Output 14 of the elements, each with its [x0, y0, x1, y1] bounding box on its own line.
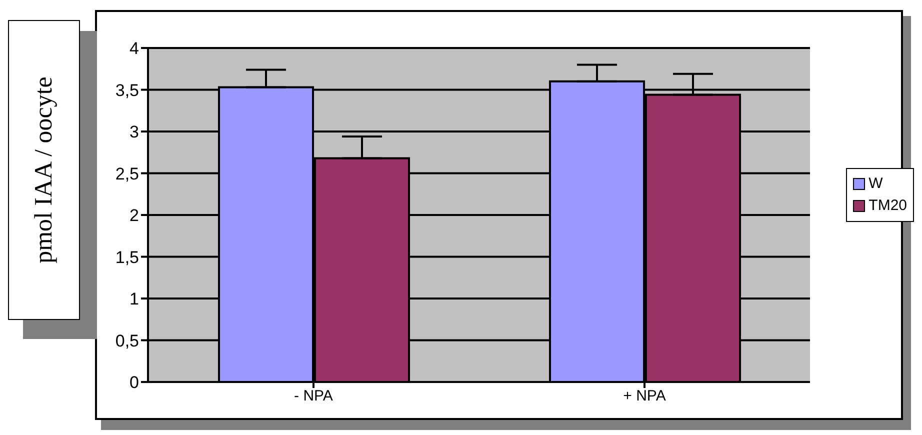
- x-tick-label: - NPA: [294, 388, 333, 405]
- legend-label: W: [868, 174, 883, 194]
- y-tick-label: 2: [130, 206, 139, 226]
- legend-label: TM20: [868, 196, 907, 216]
- y-tick-label: 4: [130, 39, 139, 58]
- y-tick-label: 1,5: [115, 248, 139, 267]
- x-tick-label: + NPA: [623, 388, 666, 405]
- y-tick-label: 3: [130, 122, 139, 142]
- y-tick-label: 2,5: [115, 164, 139, 184]
- y-tick-label: 1: [130, 290, 139, 309]
- y-tick-label: 0: [130, 373, 139, 392]
- y-tick-label: 0,5: [115, 331, 139, 350]
- y-tick-label: 3,5: [115, 80, 139, 100]
- y-axis-title: pmol IAA / oocyte: [30, 76, 58, 264]
